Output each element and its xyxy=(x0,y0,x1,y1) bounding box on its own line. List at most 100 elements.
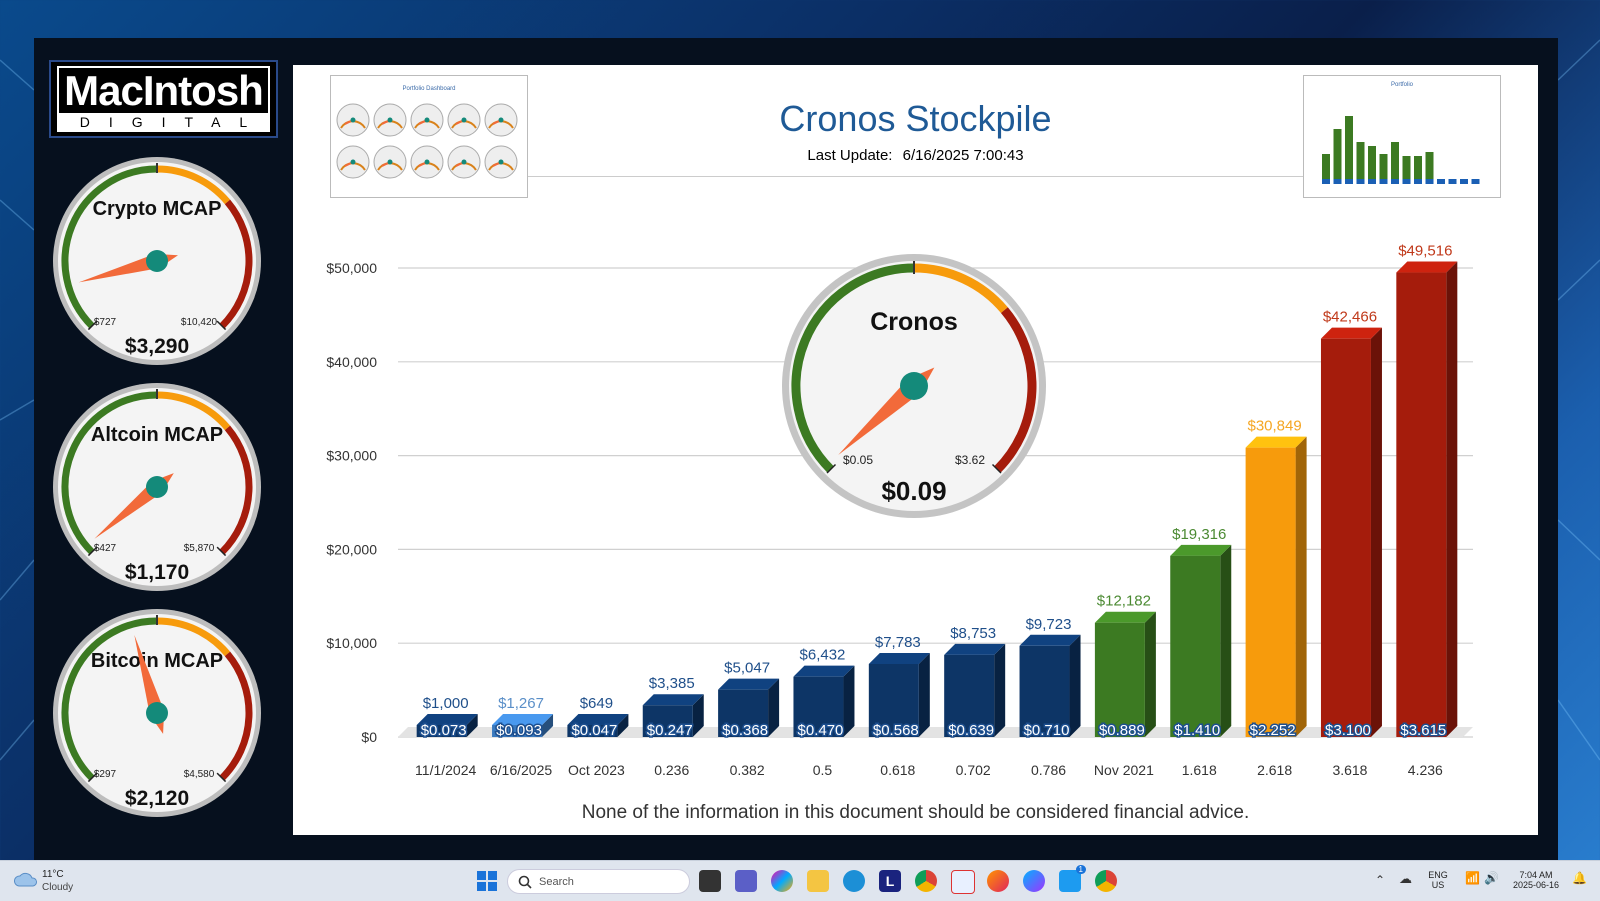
file-explorer-icon[interactable] xyxy=(807,870,829,892)
last-update: Last Update: 6/16/2025 7:00:43 xyxy=(293,147,1538,164)
thumbnail-bar xyxy=(1391,142,1399,184)
gauge-value-label: $3,290 xyxy=(125,335,189,358)
bar-price-label: $3.615 xyxy=(1400,722,1446,739)
bar-front xyxy=(944,654,995,737)
clock[interactable]: 7:04 AM 2025-06-16 xyxy=(1505,870,1567,890)
gauge-min-label: $727 xyxy=(94,317,117,328)
x-tick-label: 0.5 xyxy=(813,762,833,778)
portfolio-dashboard-thumbnail[interactable]: Portfolio Dashboard xyxy=(330,75,528,198)
logo-sub-text: DIGITAL xyxy=(59,113,268,132)
thumbnail-bar-base xyxy=(1356,179,1365,184)
wifi-icon[interactable]: 📶 xyxy=(1465,871,1480,885)
gauge-value-label: $0.09 xyxy=(881,476,946,506)
clock-time: 7:04 AM xyxy=(1519,870,1553,880)
thumbnail-bar xyxy=(1356,142,1365,184)
gauge-svg: Cronos $0.05 $3.62 $0.09 xyxy=(782,254,1046,518)
gauge-orange-zone xyxy=(156,391,231,431)
thumbnail-bar-base xyxy=(1391,179,1399,184)
taskbar-search-input[interactable]: Search xyxy=(507,869,690,894)
bar-price-label: $0.889 xyxy=(1099,722,1145,739)
stockpile-bar-chart: $0 $10,000 $20,000 $30,000 $40,000 $50,000 $1,… xyxy=(326,243,1473,778)
bar-top xyxy=(567,714,629,725)
bar-price-label: $0.093 xyxy=(496,722,542,739)
language-indicator[interactable]: ENG US xyxy=(1423,870,1453,890)
bar-price-label: $0.247 xyxy=(647,722,693,739)
bar-side xyxy=(918,652,930,737)
thumbnail-bar-base xyxy=(1368,179,1376,184)
chart-floor xyxy=(398,727,1473,737)
chrome-profile-icon[interactable] xyxy=(1095,870,1117,892)
bar-side xyxy=(1144,611,1156,737)
thumbnail-title: Portfolio xyxy=(1391,82,1414,88)
bar-side xyxy=(1069,634,1081,737)
thumbnail-title: Portfolio Dashboard xyxy=(402,86,455,92)
chrome-icon[interactable] xyxy=(915,870,937,892)
notification-bell-icon[interactable]: 🔔 xyxy=(1572,871,1587,885)
messenger-icon[interactable] xyxy=(1023,870,1045,892)
portfolio-chart-thumbnail[interactable]: Portfolio xyxy=(1303,75,1501,198)
thumbnail-bar-base xyxy=(1345,179,1353,184)
cloud-sync-icon[interactable]: ☁ xyxy=(1399,871,1412,886)
bar-side xyxy=(542,714,554,737)
bar-value-label: $6,432 xyxy=(800,647,846,664)
financial-disclaimer: None of the information in this document… xyxy=(581,802,1250,823)
bar-top xyxy=(416,714,478,725)
crypto-mcap-gauge: Crypto MCAP $727 $10,420 $3,290 xyxy=(52,156,262,371)
edge-browser-icon[interactable] xyxy=(843,870,865,892)
bar-side xyxy=(843,665,855,737)
gauge-max-label: $5,870 xyxy=(184,543,215,554)
x-tick-label: 6/16/2025 xyxy=(490,762,552,778)
bar-value-label: $30,849 xyxy=(1247,418,1301,435)
thumbnail-bar-base xyxy=(1402,179,1411,184)
bar-side xyxy=(617,714,629,737)
thumbnail-bar xyxy=(1333,129,1342,184)
weather-widget[interactable] xyxy=(13,870,38,895)
windows-logo-icon xyxy=(477,871,497,891)
gauge-green-zone xyxy=(61,391,158,555)
cronos-gauge: Cronos $0.05 $3.62 $0.09 xyxy=(781,253,1047,524)
twitter-icon[interactable]: 1 xyxy=(1059,865,1086,892)
gauge-svg: Altcoin MCAP $427 $5,870 $1,170 xyxy=(53,383,261,591)
volume-icon[interactable]: 🔊 xyxy=(1484,871,1499,885)
snipping-tool-icon[interactable] xyxy=(951,870,975,894)
bar-front xyxy=(1245,447,1296,737)
bar-price-label: $0.568 xyxy=(873,722,919,739)
x-tick-label: 0.786 xyxy=(1031,762,1066,778)
notification-badge: 1 xyxy=(1075,865,1086,874)
firefox-icon[interactable] xyxy=(987,870,1009,892)
bar-top xyxy=(868,652,930,664)
chevron-up-icon[interactable]: ⌃ xyxy=(1375,873,1386,887)
bar-price-label: $3.100 xyxy=(1325,722,1371,739)
teams-icon[interactable] xyxy=(735,870,757,892)
bar-side xyxy=(1295,436,1307,737)
bar-top xyxy=(718,678,780,690)
thumbnail-bar xyxy=(1322,154,1330,184)
bar-top xyxy=(1245,436,1307,448)
gauge-end-tick xyxy=(87,546,98,557)
y-tick-label: $50,000 xyxy=(326,260,377,276)
thumbnail-gauge-hub xyxy=(387,159,393,165)
search-icon xyxy=(518,875,532,889)
l-app-icon[interactable]: L xyxy=(879,870,901,892)
x-tick-label: 11/1/2024 xyxy=(415,762,476,778)
gauge-min-label: $297 xyxy=(94,769,117,780)
bar xyxy=(642,694,704,737)
bar xyxy=(944,643,1006,737)
gauge-min-label: $427 xyxy=(94,543,117,554)
gauge-red-zone xyxy=(219,651,253,781)
bar-top xyxy=(1094,611,1156,623)
region-code: US xyxy=(1431,880,1445,890)
windows-start-button[interactable] xyxy=(477,871,497,896)
copilot-icon[interactable] xyxy=(771,870,793,892)
thumbnail-gauge-hub xyxy=(461,117,467,123)
windows-taskbar: 11°C Cloudy Search L 1 ⌃ ☁ ENG US 📶 🔊 7:… xyxy=(0,860,1600,901)
thumbnail-gauge xyxy=(447,103,481,137)
y-tick-label: $0 xyxy=(361,729,377,745)
bar-top xyxy=(1019,634,1081,646)
task-view-icon[interactable] xyxy=(699,870,721,892)
bar-price-label: $0.470 xyxy=(798,722,844,739)
bar-side xyxy=(1220,544,1232,737)
bar-value-label: $8,753 xyxy=(950,625,996,642)
gauge-hub xyxy=(146,702,168,724)
thumbnail-gauge-hub xyxy=(424,117,430,123)
